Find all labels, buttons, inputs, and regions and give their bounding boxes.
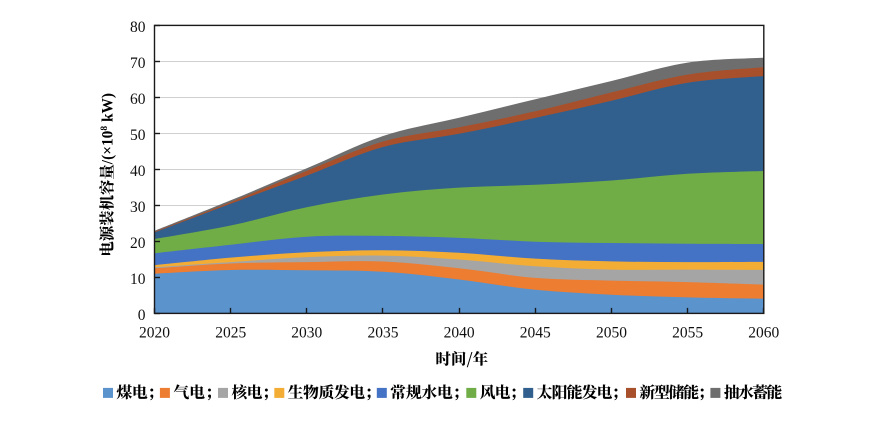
svg-text:2040: 2040 <box>444 324 475 341</box>
svg-text:2060: 2060 <box>748 324 779 341</box>
svg-text:/(×108 kW): /(×108 kW) <box>99 93 116 165</box>
svg-text:2025: 2025 <box>215 324 246 341</box>
svg-text:2050: 2050 <box>596 324 627 341</box>
svg-text:10: 10 <box>130 271 146 288</box>
svg-text:30: 30 <box>130 199 146 216</box>
svg-text:0: 0 <box>138 307 146 324</box>
svg-text:40: 40 <box>130 163 146 180</box>
svg-text:2055: 2055 <box>672 324 703 341</box>
svg-text:2045: 2045 <box>520 324 551 341</box>
svg-text:80: 80 <box>130 19 146 36</box>
svg-text:70: 70 <box>130 55 146 72</box>
svg-text:2020: 2020 <box>139 324 170 341</box>
svg-text:50: 50 <box>130 127 146 144</box>
svg-text:60: 60 <box>130 91 146 108</box>
svg-text:2035: 2035 <box>368 324 399 341</box>
svg-text:20: 20 <box>130 235 146 252</box>
svg-text:2030: 2030 <box>291 324 322 341</box>
